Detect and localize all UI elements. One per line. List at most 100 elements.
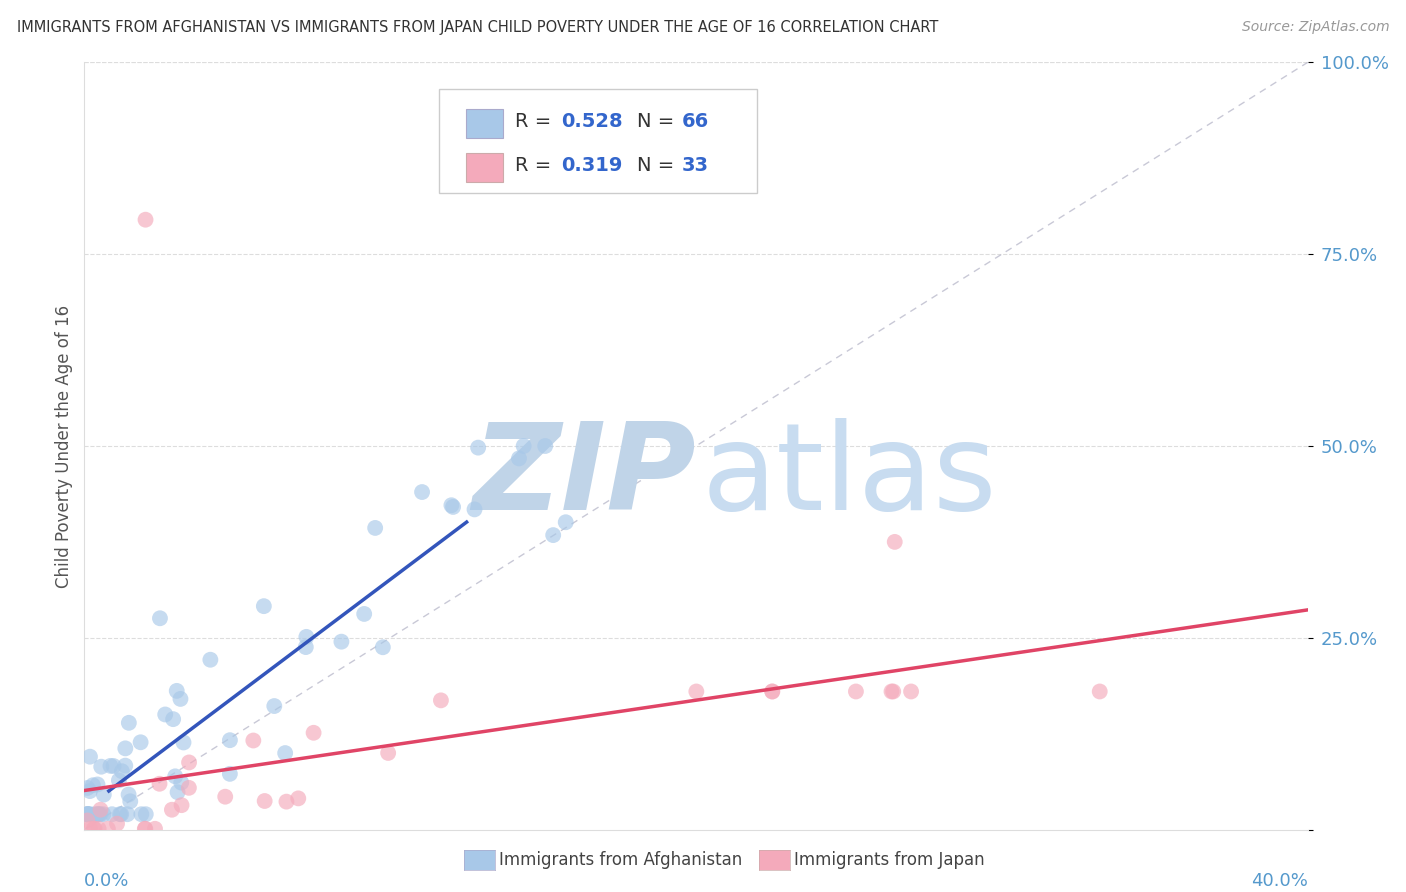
Point [166, 684, 188, 698]
Point [76, 807, 98, 822]
Point [111, 764, 134, 779]
Text: IMMIGRANTS FROM AFGHANISTAN VS IMMIGRANTS FROM JAPAN CHILD POVERTY UNDER THE AGE: IMMIGRANTS FROM AFGHANISTAN VS IMMIGRANT… [17, 20, 938, 35]
Point [103, 759, 125, 773]
Point [169, 692, 191, 706]
Point [512, 439, 534, 453]
Point [883, 534, 905, 549]
Text: 40.0%: 40.0% [1251, 871, 1308, 889]
Point [93, 788, 115, 802]
Point [294, 640, 316, 654]
Point [76, 780, 98, 795]
Point [411, 485, 433, 500]
Point [101, 807, 124, 822]
Point [295, 630, 318, 644]
Point [135, 807, 157, 822]
Point [135, 212, 157, 227]
Point [276, 795, 298, 809]
Point [534, 439, 557, 453]
Point [76, 807, 98, 822]
Point [441, 500, 464, 514]
Point [845, 684, 868, 698]
Point [76, 807, 98, 822]
Point [302, 726, 325, 740]
Point [108, 773, 131, 788]
Point [685, 684, 707, 698]
Text: N =: N = [637, 156, 681, 175]
Point [134, 822, 156, 836]
Point [110, 807, 132, 822]
Point [120, 794, 142, 808]
Point [263, 699, 285, 714]
Point [882, 684, 904, 698]
Point [173, 735, 195, 749]
FancyBboxPatch shape [465, 153, 503, 182]
Point [162, 712, 184, 726]
Point [371, 640, 394, 655]
Text: Immigrants from Japan: Immigrants from Japan [794, 851, 986, 869]
Point [143, 822, 166, 836]
Point [218, 767, 240, 781]
Point [463, 502, 485, 516]
Text: Immigrants from Afghanistan: Immigrants from Afghanistan [499, 851, 742, 869]
Point [129, 735, 152, 749]
Point [274, 746, 297, 760]
Point [880, 684, 903, 698]
Point [287, 791, 309, 805]
Point [214, 789, 236, 804]
Point [87, 822, 110, 836]
Point [508, 451, 530, 466]
Point [165, 769, 187, 783]
Point [170, 775, 193, 789]
Point [364, 521, 387, 535]
Point [219, 733, 242, 747]
Point [114, 758, 136, 772]
Point [117, 807, 139, 822]
Point [1088, 684, 1111, 698]
Point [330, 634, 353, 648]
Point [83, 807, 105, 822]
Point [467, 441, 489, 455]
Point [108, 807, 131, 822]
Point [93, 807, 115, 822]
Point [160, 803, 183, 817]
Point [200, 653, 222, 667]
Point [118, 715, 141, 730]
Point [97, 822, 120, 836]
Point [79, 822, 101, 836]
Point [353, 607, 375, 621]
Point [761, 684, 783, 698]
Point [900, 684, 922, 698]
Point [440, 498, 463, 512]
Text: 0.528: 0.528 [561, 112, 623, 131]
Text: 0.319: 0.319 [561, 156, 623, 175]
Point [253, 794, 276, 808]
Point [155, 707, 177, 722]
Point [541, 528, 564, 542]
FancyBboxPatch shape [465, 109, 503, 138]
Point [79, 784, 101, 798]
Text: R =: R = [515, 156, 557, 175]
Point [117, 788, 139, 802]
Point [89, 803, 111, 817]
Point [761, 684, 783, 698]
Point [554, 515, 576, 529]
Point [89, 807, 111, 822]
Text: 66: 66 [682, 112, 709, 131]
Point [87, 807, 110, 822]
Text: 0.0%: 0.0% [84, 871, 129, 889]
Text: N =: N = [637, 112, 681, 131]
Text: ZIP: ZIP [472, 418, 696, 535]
Point [253, 599, 276, 614]
Point [77, 807, 100, 822]
Point [148, 777, 170, 791]
Point [377, 746, 399, 760]
FancyBboxPatch shape [439, 89, 758, 193]
Point [170, 798, 193, 813]
Y-axis label: Child Poverty Under the Age of 16: Child Poverty Under the Age of 16 [55, 304, 73, 588]
Text: R =: R = [515, 112, 557, 131]
Point [86, 777, 108, 791]
Point [83, 822, 105, 836]
Text: 33: 33 [682, 156, 709, 175]
Point [177, 756, 200, 770]
Point [79, 807, 101, 822]
